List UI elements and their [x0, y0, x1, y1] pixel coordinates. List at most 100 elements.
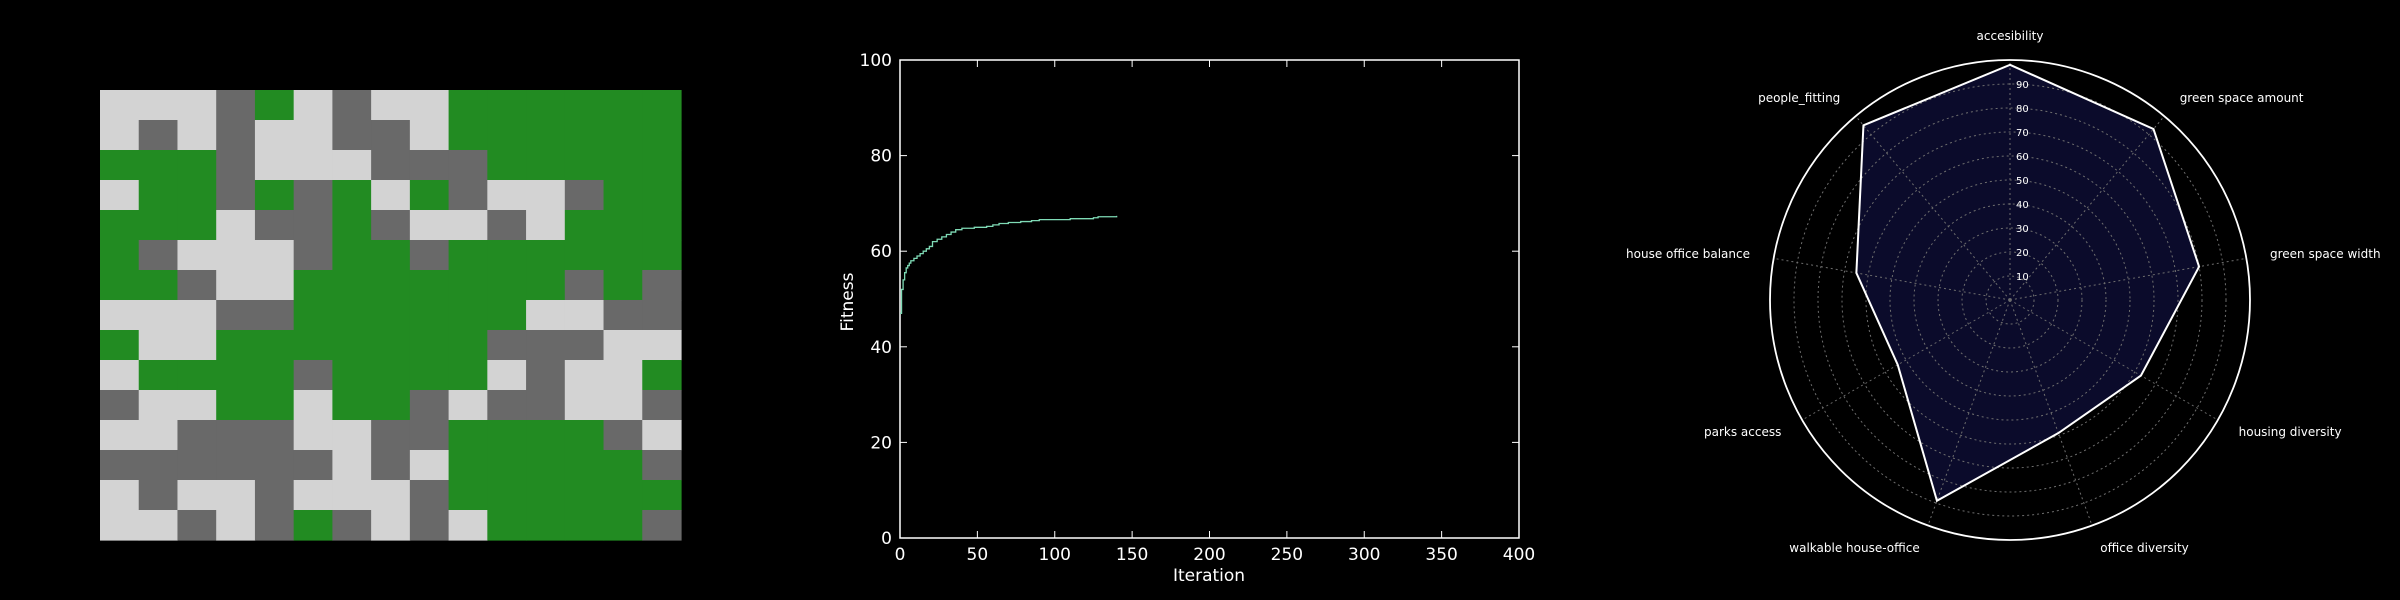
grid-cell	[177, 300, 217, 331]
grid-cell	[216, 390, 256, 421]
grid-cell	[138, 120, 179, 151]
radar-grid-circle	[1961, 251, 2059, 349]
grid-cell	[526, 270, 566, 301]
radar-category-label: green space amount	[2180, 91, 2304, 105]
radar-spoke	[1801, 299, 2011, 421]
radar-category-label: house office balance	[1626, 247, 1750, 261]
grid-cell	[409, 300, 450, 331]
grid-cell	[254, 210, 295, 241]
radar-category-label: walkable house-office	[1789, 541, 1919, 555]
grid-cell	[448, 480, 488, 511]
grid-cell	[487, 300, 527, 331]
grid-cell	[526, 450, 566, 481]
grid-cell	[177, 90, 217, 121]
grid-cell	[177, 420, 217, 451]
grid-cell	[564, 450, 605, 481]
grid-cell	[603, 510, 643, 541]
grid-cell	[254, 510, 295, 541]
grid-cell	[603, 240, 643, 271]
grid-cell	[448, 420, 488, 451]
grid-cell	[254, 270, 295, 301]
y-tick-label: 40	[870, 338, 892, 358]
grid-cell	[100, 420, 140, 451]
grid-cell	[332, 180, 372, 211]
grid-cell	[216, 150, 256, 181]
grid-cell	[216, 420, 256, 451]
radar-spoke	[1855, 115, 2011, 301]
radar-r-tick-label: 20	[2016, 248, 2029, 259]
grid-cell	[371, 300, 411, 331]
grid-cell	[254, 450, 295, 481]
grid-cell	[448, 360, 488, 391]
grid-cell	[487, 90, 527, 121]
radar-category-label: people_fitting	[1758, 91, 1840, 105]
grid-cell	[526, 120, 566, 151]
grid-cell	[254, 90, 295, 121]
x-axis-label: Iteration	[1173, 566, 1245, 586]
grid-cell	[487, 450, 527, 481]
grid-cell	[526, 90, 566, 121]
grid-cell	[293, 420, 333, 451]
grid-cell	[254, 240, 295, 271]
grid-cell	[409, 270, 450, 301]
grid-cell	[100, 510, 140, 541]
grid-cell	[564, 390, 605, 421]
grid-cell	[138, 210, 179, 241]
grid-cell	[448, 330, 488, 361]
grid-cell	[448, 120, 488, 151]
fitness-line-chart: Iteration Fitness 0 50 100 150 200 250 300 350 4…	[838, 51, 1535, 586]
grid-cell	[526, 480, 566, 511]
x-tick-label: 0	[895, 545, 906, 565]
grid-cell	[371, 90, 411, 121]
grid-cell	[293, 510, 333, 541]
grid-cell	[100, 240, 140, 271]
grid-cell	[642, 180, 682, 211]
grid-cell	[409, 90, 450, 121]
grid-cell	[642, 510, 682, 541]
radar-r-tick-label: 80	[2016, 104, 2029, 115]
radar-area	[1856, 64, 2200, 501]
grid-cell	[409, 240, 450, 271]
grid-cell	[138, 180, 179, 211]
radar-r-tick-label: 40	[2016, 200, 2029, 211]
grid-cell	[526, 150, 566, 181]
grid-cell	[216, 240, 256, 271]
grid-cell	[487, 360, 527, 391]
grid-cell	[100, 360, 140, 391]
grid-cell	[138, 390, 179, 421]
grid-cell	[448, 180, 488, 211]
grid-cell	[177, 120, 217, 151]
grid-cell	[138, 480, 179, 511]
grid-cell	[526, 360, 566, 391]
grid-cell	[409, 480, 450, 511]
grid-cell	[293, 180, 333, 211]
grid-cell	[487, 420, 527, 451]
radar-spoke	[2009, 299, 2093, 526]
grid-cell	[564, 480, 605, 511]
grid-cell	[138, 300, 179, 331]
grid-cell	[138, 510, 179, 541]
grid-cell	[100, 210, 140, 241]
grid-cell	[487, 330, 527, 361]
grid-cell	[177, 210, 217, 241]
grid-cell	[409, 360, 450, 391]
grid-cell	[216, 450, 256, 481]
grid-cell	[642, 300, 682, 331]
grid-cell	[371, 420, 411, 451]
grid-cell	[332, 120, 372, 151]
y-tick-label: 60	[870, 242, 892, 262]
grid-cell	[293, 360, 333, 391]
grid-cell	[100, 480, 140, 511]
grid-cell	[332, 240, 372, 271]
grid-cell	[487, 240, 527, 271]
grid-cell	[409, 330, 450, 361]
grid-cell	[526, 330, 566, 361]
grid-cell	[293, 270, 333, 301]
grid-cell	[603, 270, 643, 301]
grid-cell	[642, 480, 682, 511]
grid-cell	[642, 210, 682, 241]
grid-cell	[448, 450, 488, 481]
grid-cell	[409, 390, 450, 421]
y-tick-label: 20	[870, 433, 892, 453]
